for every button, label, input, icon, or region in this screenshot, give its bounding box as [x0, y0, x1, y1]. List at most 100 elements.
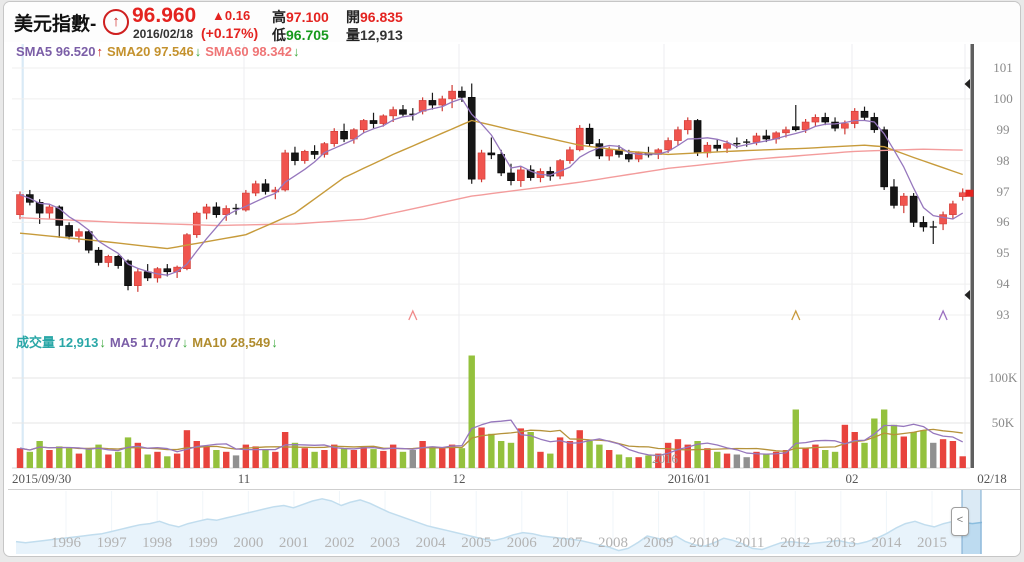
volume-bar [733, 454, 741, 468]
candle [222, 208, 231, 215]
volume-bar [95, 444, 102, 468]
volume-bar [900, 436, 907, 468]
volume-bar [723, 453, 731, 468]
down-arrow-icon: ↓ [194, 44, 202, 59]
candle [958, 192, 967, 197]
chart-panel: 美元指數- ↑ 96.960 2016/02/18 ▲0.16 (+0.17%)… [3, 1, 1021, 557]
volume-bar [232, 455, 240, 468]
candlestick-chart-canvas[interactable] [4, 2, 1021, 557]
uptrend-circle-icon: ↑ [103, 9, 129, 35]
volume-bar [439, 448, 446, 468]
candle [880, 129, 888, 188]
volume-bar [547, 453, 554, 468]
volume-bar [281, 432, 289, 468]
candle [45, 206, 54, 214]
volume-bar [782, 450, 790, 468]
candle [507, 172, 515, 181]
candle [497, 154, 505, 174]
volume-bar [115, 451, 122, 468]
candle [693, 120, 702, 154]
scrollbar-arrow-handle[interactable] [964, 290, 971, 300]
volume-bar [841, 424, 849, 468]
volume-bar [576, 430, 583, 468]
volume-bar [812, 444, 819, 468]
volume-MA10: MA10 28,549 [192, 335, 271, 350]
candle [261, 183, 270, 192]
left-chevron-glyph: < [956, 514, 964, 526]
candle [330, 130, 339, 144]
volume-bar [311, 451, 318, 468]
candle [517, 169, 525, 181]
sma-SMA20: SMA20 97.546 [107, 44, 194, 59]
volume-bar [75, 453, 83, 468]
volume-bar [448, 444, 456, 468]
volume-bar [429, 446, 436, 468]
volume-bar [262, 450, 269, 468]
candle [575, 127, 584, 151]
candle [683, 120, 692, 131]
candle [791, 126, 800, 131]
volume-bar [861, 442, 868, 468]
volume-bar [370, 449, 377, 468]
volume-bar [56, 446, 63, 468]
volume-bar [213, 450, 220, 468]
volume-bar [831, 451, 839, 468]
price-change-percent: (+0.17%) [201, 25, 259, 41]
down-arrow-icon: ↓ [292, 44, 300, 59]
volume-bar [380, 450, 387, 468]
volume-bar [468, 355, 475, 468]
navigator-selection[interactable] [962, 490, 981, 554]
down-arrow-icon: ↓ [99, 335, 106, 350]
day-low: 低96.705 [272, 27, 329, 43]
candle [438, 98, 447, 106]
instrument-title: 美元指數- [14, 14, 97, 35]
candle [75, 231, 83, 237]
candle [556, 160, 564, 177]
volume-bar [488, 433, 495, 468]
candle [831, 121, 839, 129]
candle [664, 140, 672, 151]
candle [850, 110, 859, 124]
volume-bar [596, 444, 603, 468]
candle [212, 206, 221, 215]
volume-bar [714, 451, 721, 468]
down-arrow-icon: ↓ [181, 335, 189, 350]
candle [890, 186, 898, 206]
volume-bar [36, 441, 43, 468]
scrollbar-arrow-handle[interactable] [964, 79, 971, 89]
up-arrow-glyph: ↑ [112, 13, 120, 30]
volume-bar [203, 446, 210, 468]
candle [359, 120, 368, 131]
candle [634, 152, 643, 160]
candle [55, 206, 64, 226]
candle [821, 117, 830, 123]
up-arrow-icon: ↑ [96, 44, 104, 59]
candle [909, 195, 918, 223]
volume-bar [399, 451, 407, 468]
volume-bar [164, 456, 171, 468]
candle [605, 149, 614, 157]
volume-bar [684, 444, 691, 468]
candle [399, 109, 407, 115]
volume-bar [242, 444, 250, 468]
volume-bar [272, 451, 279, 468]
volume-bar [674, 439, 682, 468]
event-marker-caret [408, 309, 418, 321]
navigator-range-handle[interactable]: < [951, 507, 969, 536]
quote-date: 2016/02/18 [133, 27, 194, 41]
volume-bar [586, 441, 593, 468]
candle [202, 206, 211, 214]
sma-indicator-row: SMA5 96.520↑ SMA20 97.546↓ SMA60 98.342↓ [16, 44, 303, 59]
price-scrollbar[interactable] [970, 44, 975, 468]
volume-bar [537, 451, 544, 468]
day-volume: 量12,913 [346, 27, 403, 43]
day-high: 高97.100 [272, 9, 329, 25]
volume-bar [910, 432, 917, 468]
volume-bar [527, 432, 534, 468]
volume-bar [792, 409, 799, 468]
volume-成交量: 成交量 12,913 [16, 335, 99, 350]
candle [389, 109, 397, 117]
candle [183, 234, 191, 269]
volume-bar [763, 453, 770, 468]
candle [379, 115, 388, 124]
